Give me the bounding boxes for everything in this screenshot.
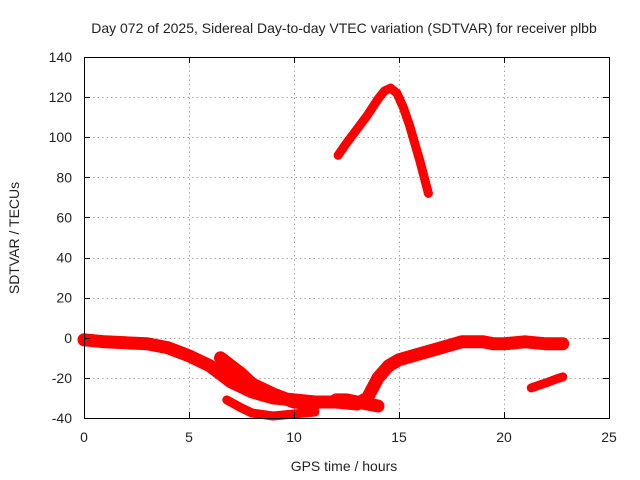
y-tick-label: 140	[49, 49, 73, 65]
data-point	[310, 407, 320, 417]
data-point	[380, 86, 389, 96]
data-point	[373, 401, 383, 411]
series-main-band	[77, 333, 570, 411]
series-branch-b-points	[331, 395, 383, 411]
series-main-band-points	[79, 335, 568, 409]
data-point	[163, 343, 173, 353]
data-point	[386, 83, 395, 93]
data-point	[226, 361, 236, 371]
data-point	[226, 377, 236, 387]
data-point	[499, 339, 509, 349]
data-point	[373, 373, 383, 383]
x-axis: 0 5 10 15 20 25	[80, 57, 617, 445]
data-point	[541, 378, 551, 388]
y-tick-label: 100	[49, 129, 73, 145]
data-point	[268, 389, 278, 399]
data-point	[342, 138, 351, 148]
series-late-arc-points	[527, 372, 568, 393]
data-point	[527, 383, 536, 393]
x-tick-label: 0	[80, 429, 88, 445]
y-tick-label: -40	[52, 410, 72, 426]
data-point	[541, 339, 551, 349]
data-point	[100, 337, 110, 347]
data-point	[558, 372, 568, 382]
data-point	[247, 379, 257, 389]
grid	[84, 57, 609, 418]
data-point	[384, 361, 393, 371]
x-tick-label: 10	[286, 429, 302, 445]
data-point	[237, 369, 246, 379]
data-point	[331, 395, 341, 405]
data-point	[436, 343, 446, 353]
x-tick-label: 25	[601, 429, 617, 445]
data-point	[222, 395, 232, 405]
data-point	[184, 351, 194, 361]
data-point	[247, 408, 257, 418]
series-peak-arc	[333, 83, 433, 198]
y-axis: -40 -20 0 20 40 60 80 100 120 140	[49, 49, 609, 426]
data-point	[363, 399, 372, 409]
data-point	[205, 361, 215, 371]
data-point	[352, 397, 362, 407]
data-point	[352, 124, 362, 134]
series-late-arc	[526, 372, 568, 393]
plot-frame	[84, 57, 610, 419]
data-series	[77, 83, 570, 421]
y-tick-label: 0	[64, 330, 72, 346]
data-point	[363, 110, 372, 120]
data-point	[394, 355, 404, 365]
y-tick-label: 80	[56, 169, 72, 185]
data-point	[415, 349, 425, 359]
data-point	[333, 150, 343, 160]
data-point	[398, 102, 408, 112]
y-axis-label: SDTVAR / TECUs	[6, 182, 22, 294]
chart-title: Day 072 of 2025, Sidereal Day-to-day VTE…	[91, 20, 597, 36]
data-point	[520, 337, 530, 347]
data-point	[558, 339, 568, 349]
data-point	[310, 399, 320, 409]
y-tick-label: -20	[52, 370, 72, 386]
y-tick-label: 120	[49, 89, 73, 105]
data-point	[478, 337, 488, 347]
data-point	[237, 403, 246, 413]
data-point	[415, 156, 425, 166]
x-axis-label: GPS time / hours	[291, 458, 398, 474]
x-tick-label: 5	[185, 429, 193, 445]
data-point	[142, 339, 152, 349]
data-point	[216, 353, 225, 363]
y-tick-label: 40	[56, 250, 72, 266]
data-point	[121, 338, 131, 348]
data-point	[552, 374, 561, 384]
data-point	[373, 94, 383, 104]
y-tick-label: 60	[56, 209, 72, 225]
data-point	[489, 339, 498, 349]
x-tick-label: 20	[496, 429, 512, 445]
data-point	[289, 397, 299, 407]
data-point	[405, 120, 414, 130]
data-point	[342, 395, 351, 405]
data-point	[457, 337, 467, 347]
x-tick-label: 15	[391, 429, 407, 445]
series-branch-a-points	[216, 353, 320, 409]
y-tick-label: 20	[56, 290, 72, 306]
data-point	[424, 189, 433, 198]
series-peak-arc-points	[333, 83, 433, 198]
data-point	[392, 88, 402, 98]
